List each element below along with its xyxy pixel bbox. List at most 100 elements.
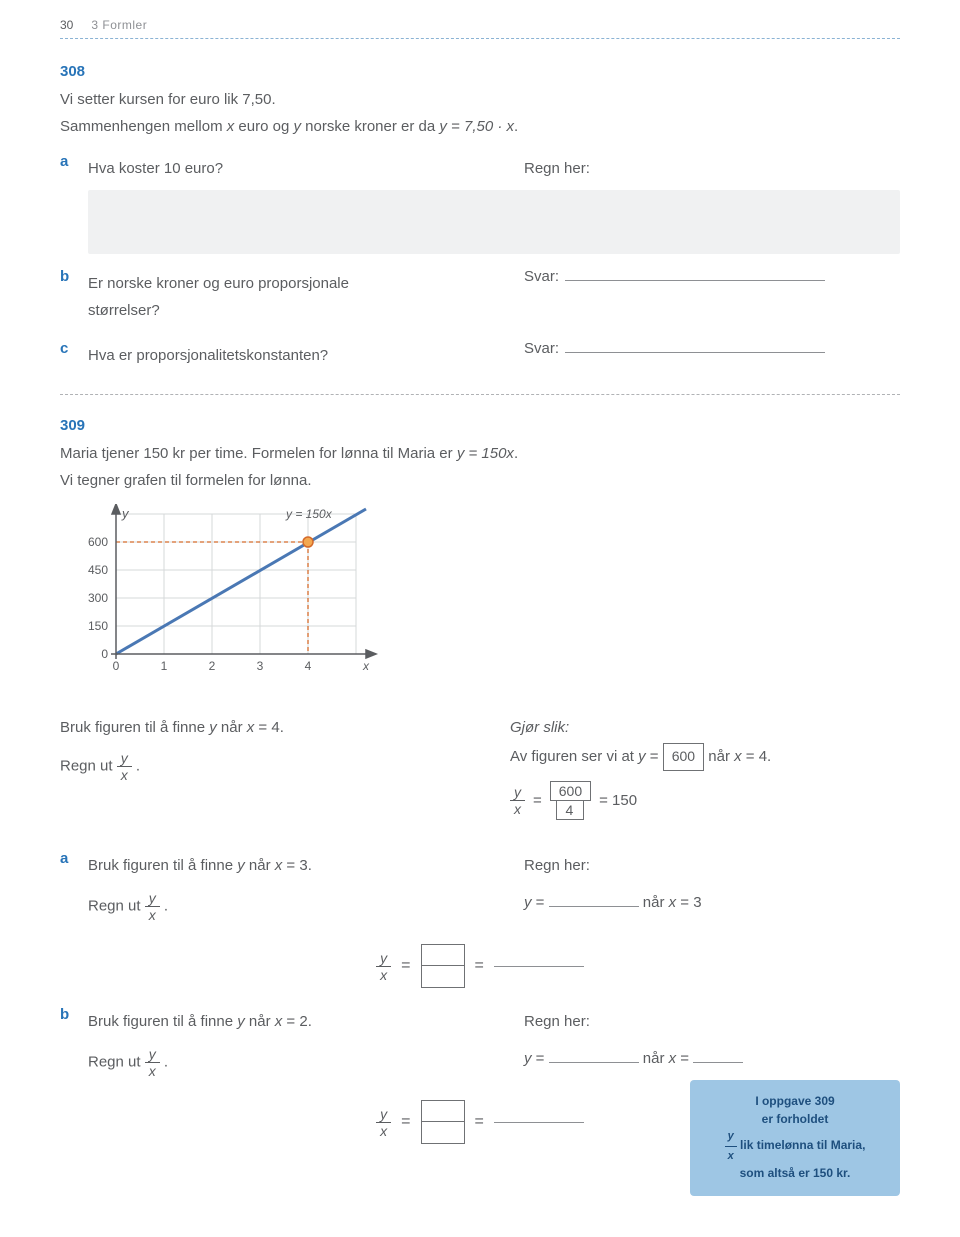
text: = bbox=[646, 748, 663, 765]
xtick-4: 4 bbox=[305, 659, 312, 673]
part-letter-a: a bbox=[60, 850, 74, 867]
blank[interactable] bbox=[494, 966, 584, 967]
blank-num[interactable] bbox=[421, 944, 465, 966]
ex309-a-text: Bruk figuren til å finne y når x = 3. bbox=[88, 854, 464, 877]
graph-svg: 0 150 300 450 600 0 1 2 3 4 x y y = 150x bbox=[76, 504, 386, 689]
text: Av figuren ser vi at bbox=[510, 748, 638, 765]
text: Regn ut bbox=[60, 758, 117, 775]
ex309-b-yblank: y = når x = bbox=[524, 1047, 900, 1070]
part-letter-b: b bbox=[60, 1006, 74, 1023]
ex308-a-text: Hva koster 10 euro? bbox=[88, 157, 464, 180]
ex309-regn-ut: Regn ut yx . bbox=[60, 751, 450, 782]
text: = 2. bbox=[282, 1013, 312, 1030]
part-letter-c: c bbox=[60, 340, 74, 357]
text: Bruk figuren til å finne bbox=[88, 857, 237, 874]
fraction-blank bbox=[421, 1100, 465, 1144]
frac-num: y bbox=[145, 891, 160, 907]
xtick-3: 3 bbox=[257, 659, 264, 673]
part-letter-b: b bbox=[60, 268, 74, 285]
text: lik timelønna til Maria, bbox=[737, 1139, 866, 1153]
ex309-intro-2: Vi tegner grafen til formelen for lønna. bbox=[60, 469, 900, 492]
ex308-b-svar: Svar: bbox=[524, 268, 900, 285]
gjor-slik: Gjør slik: bbox=[510, 716, 900, 739]
exercise-number-309: 309 bbox=[60, 417, 900, 434]
av-figuren: Av figuren ser vi at y = 600 når x = 4. bbox=[510, 743, 900, 771]
graph-point bbox=[303, 537, 313, 547]
frac-num: y bbox=[376, 1107, 391, 1123]
frac-num: y bbox=[510, 785, 525, 801]
xtick-1: 1 bbox=[161, 659, 168, 673]
tip-line-3: yx lik timelønna til Maria, bbox=[704, 1128, 886, 1164]
ex308-c-svar: Svar: bbox=[524, 340, 900, 357]
eq: = bbox=[533, 789, 542, 812]
x-axis-var: x bbox=[362, 659, 370, 673]
eq: = bbox=[536, 894, 545, 911]
blank[interactable] bbox=[549, 906, 639, 907]
graph-line bbox=[116, 509, 366, 654]
period: . bbox=[514, 445, 518, 462]
svar-label: Svar: bbox=[524, 340, 559, 357]
ytick-2: 300 bbox=[88, 591, 108, 605]
ytick-0: 0 bbox=[101, 647, 108, 661]
ytick-1: 150 bbox=[88, 619, 108, 633]
var-y: y bbox=[237, 1013, 245, 1030]
text: når bbox=[245, 857, 275, 874]
period: . bbox=[164, 898, 168, 915]
answer-line[interactable] bbox=[565, 280, 825, 281]
eq: = bbox=[680, 1050, 689, 1067]
calc-row: yx = 600 4 = 150 bbox=[510, 781, 900, 820]
var-y: y bbox=[524, 1050, 532, 1067]
blank-num[interactable] bbox=[421, 1100, 465, 1122]
fraction-yx: yx bbox=[376, 1107, 391, 1138]
text: når bbox=[639, 894, 669, 911]
exercise-number-308: 308 bbox=[60, 63, 900, 80]
ytick-3: 450 bbox=[88, 563, 108, 577]
var-x: x bbox=[734, 748, 742, 765]
page-number: 30 bbox=[60, 18, 73, 32]
text: Regn ut bbox=[88, 898, 145, 915]
fraction-yx: yx bbox=[376, 951, 391, 982]
frac-den: x bbox=[376, 967, 391, 982]
answer-line[interactable] bbox=[565, 352, 825, 353]
text: Bruk figuren til å finne bbox=[88, 1013, 237, 1030]
box-num-600: 600 bbox=[550, 781, 591, 801]
ex309-a-regnut: Regn ut yx . bbox=[88, 891, 464, 922]
ex308-c-text: Hva er proporsjonalitetskonstanten? bbox=[88, 344, 464, 367]
var-y: y bbox=[524, 894, 532, 911]
ex309-b-regnut: Regn ut yx . bbox=[88, 1047, 464, 1078]
fraction-yx: yx bbox=[145, 1047, 160, 1078]
ex309-b-regn: Regn her: bbox=[524, 1010, 900, 1033]
blank[interactable] bbox=[494, 1122, 584, 1123]
part-letter-a: a bbox=[60, 153, 74, 170]
ex309-example: Bruk figuren til å finne y når x = 4. Re… bbox=[60, 712, 900, 824]
calc-result: = 150 bbox=[599, 789, 637, 812]
blank[interactable] bbox=[549, 1062, 639, 1063]
header-separator bbox=[60, 38, 900, 39]
svar-label: Svar: bbox=[524, 268, 559, 285]
text: når bbox=[245, 1013, 275, 1030]
text: = 3 bbox=[676, 894, 701, 911]
ex308-intro-1: Vi setter kursen for euro lik 7,50. bbox=[60, 88, 900, 111]
work-box[interactable] bbox=[88, 190, 900, 254]
ex309-a-yblank: y = når x = 3 bbox=[524, 891, 900, 914]
eq: = bbox=[475, 957, 484, 975]
ex309-bruk1: Bruk figuren til å finne y når x = 4. bbox=[60, 716, 450, 739]
eq: = bbox=[401, 957, 410, 975]
ex309-part-a: a Bruk figuren til å finne y når x = 3. … bbox=[60, 850, 900, 926]
fraction-yx-tip: yx bbox=[725, 1128, 737, 1164]
var-x: x bbox=[669, 1050, 677, 1067]
ex309-b-text: Bruk figuren til å finne y når x = 2. bbox=[88, 1010, 464, 1033]
blank-den[interactable] bbox=[421, 966, 465, 988]
fraction-yx: yx bbox=[117, 751, 132, 782]
blank-den[interactable] bbox=[421, 1122, 465, 1144]
period: . bbox=[164, 1054, 168, 1071]
var-x: x bbox=[669, 894, 677, 911]
xtick-2: 2 bbox=[209, 659, 216, 673]
frac-den: x bbox=[145, 1063, 160, 1078]
ex308-b-text1: Er norske kroner og euro proporsjonale bbox=[88, 272, 464, 295]
blank[interactable] bbox=[693, 1062, 743, 1063]
ex308-part-c: c Hva er proporsjonalitetskonstanten? Sv… bbox=[60, 340, 900, 371]
tip-box: I oppgave 309 er forholdet yx lik timelø… bbox=[690, 1080, 900, 1196]
ex308-intro-2: Sammenhengen mellom x euro og y norske k… bbox=[60, 115, 900, 138]
frac-den: x bbox=[510, 801, 525, 816]
